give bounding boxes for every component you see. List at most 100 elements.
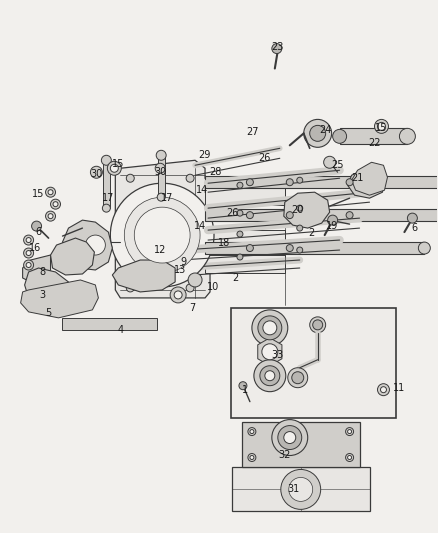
Text: 10: 10 — [207, 282, 219, 292]
Text: 15: 15 — [32, 189, 45, 199]
Text: 14: 14 — [194, 221, 206, 231]
Circle shape — [174, 291, 182, 299]
Circle shape — [46, 211, 56, 221]
Text: 19: 19 — [325, 221, 338, 231]
Circle shape — [297, 247, 303, 253]
Polygon shape — [115, 160, 210, 298]
Circle shape — [186, 284, 194, 292]
Circle shape — [297, 177, 303, 183]
Bar — [205, 230, 285, 248]
Text: 26: 26 — [226, 208, 238, 218]
Circle shape — [399, 128, 415, 144]
Polygon shape — [23, 255, 50, 282]
Circle shape — [237, 254, 243, 260]
Bar — [339, 128, 407, 144]
Circle shape — [157, 193, 165, 201]
Circle shape — [310, 317, 326, 333]
Polygon shape — [25, 268, 68, 305]
Polygon shape — [352, 162, 388, 195]
Bar — [205, 255, 285, 273]
Circle shape — [286, 245, 293, 252]
Circle shape — [286, 179, 293, 185]
Circle shape — [110, 183, 214, 287]
Circle shape — [32, 221, 42, 231]
Text: 2: 2 — [309, 228, 315, 238]
Bar — [63, 318, 157, 330]
Circle shape — [324, 156, 336, 168]
Text: 27: 27 — [247, 127, 259, 138]
Circle shape — [247, 245, 254, 252]
Text: 9: 9 — [180, 257, 186, 267]
Circle shape — [101, 155, 111, 165]
Circle shape — [126, 284, 134, 292]
Circle shape — [288, 368, 308, 387]
Text: 4: 4 — [117, 325, 124, 335]
Text: 24: 24 — [319, 125, 332, 135]
Circle shape — [265, 371, 275, 381]
Text: 23: 23 — [272, 42, 284, 52]
Circle shape — [188, 273, 202, 287]
Circle shape — [272, 419, 308, 456]
Circle shape — [102, 204, 110, 212]
Text: 20: 20 — [292, 205, 304, 215]
Circle shape — [26, 238, 31, 243]
Circle shape — [346, 212, 353, 219]
Bar — [158, 155, 165, 197]
Text: 5: 5 — [46, 308, 52, 318]
Circle shape — [328, 215, 338, 225]
Text: 12: 12 — [154, 245, 166, 255]
Circle shape — [284, 432, 296, 443]
Text: 13: 13 — [174, 265, 186, 275]
Text: 8: 8 — [39, 267, 46, 277]
Text: 15: 15 — [112, 159, 124, 169]
Circle shape — [50, 199, 60, 209]
Circle shape — [110, 164, 118, 172]
Circle shape — [332, 130, 346, 143]
Circle shape — [134, 207, 190, 263]
Circle shape — [248, 454, 256, 462]
Circle shape — [272, 44, 282, 53]
Circle shape — [24, 235, 34, 245]
Circle shape — [346, 454, 353, 462]
Text: 22: 22 — [368, 139, 381, 148]
Bar — [242, 422, 360, 467]
Circle shape — [250, 430, 254, 433]
Circle shape — [289, 478, 313, 502]
Circle shape — [262, 344, 278, 360]
Text: 33: 33 — [272, 350, 284, 360]
Circle shape — [252, 310, 288, 346]
Circle shape — [107, 161, 121, 175]
Polygon shape — [50, 238, 95, 275]
Text: 3: 3 — [39, 290, 46, 300]
Circle shape — [85, 235, 106, 255]
Circle shape — [378, 123, 385, 131]
Circle shape — [155, 163, 165, 173]
Text: 16: 16 — [28, 243, 41, 253]
Text: 28: 28 — [209, 167, 221, 177]
Circle shape — [26, 251, 31, 255]
Polygon shape — [348, 168, 385, 198]
Bar — [205, 242, 424, 254]
Circle shape — [48, 214, 53, 219]
Circle shape — [292, 372, 304, 384]
Circle shape — [247, 179, 254, 185]
Text: 11: 11 — [393, 383, 406, 393]
Bar — [232, 467, 370, 511]
Text: 29: 29 — [198, 150, 210, 160]
Circle shape — [186, 174, 194, 182]
Text: 6: 6 — [411, 223, 417, 233]
Text: 14: 14 — [196, 185, 208, 195]
Circle shape — [24, 260, 34, 270]
Polygon shape — [284, 192, 330, 228]
Text: 32: 32 — [279, 449, 291, 459]
Circle shape — [346, 179, 353, 185]
Circle shape — [126, 174, 134, 182]
Circle shape — [258, 316, 282, 340]
Polygon shape — [63, 220, 112, 270]
Circle shape — [237, 231, 243, 237]
Text: 26: 26 — [259, 154, 271, 163]
Circle shape — [254, 360, 286, 392]
Circle shape — [239, 382, 247, 390]
Circle shape — [260, 366, 280, 386]
Circle shape — [46, 187, 56, 197]
